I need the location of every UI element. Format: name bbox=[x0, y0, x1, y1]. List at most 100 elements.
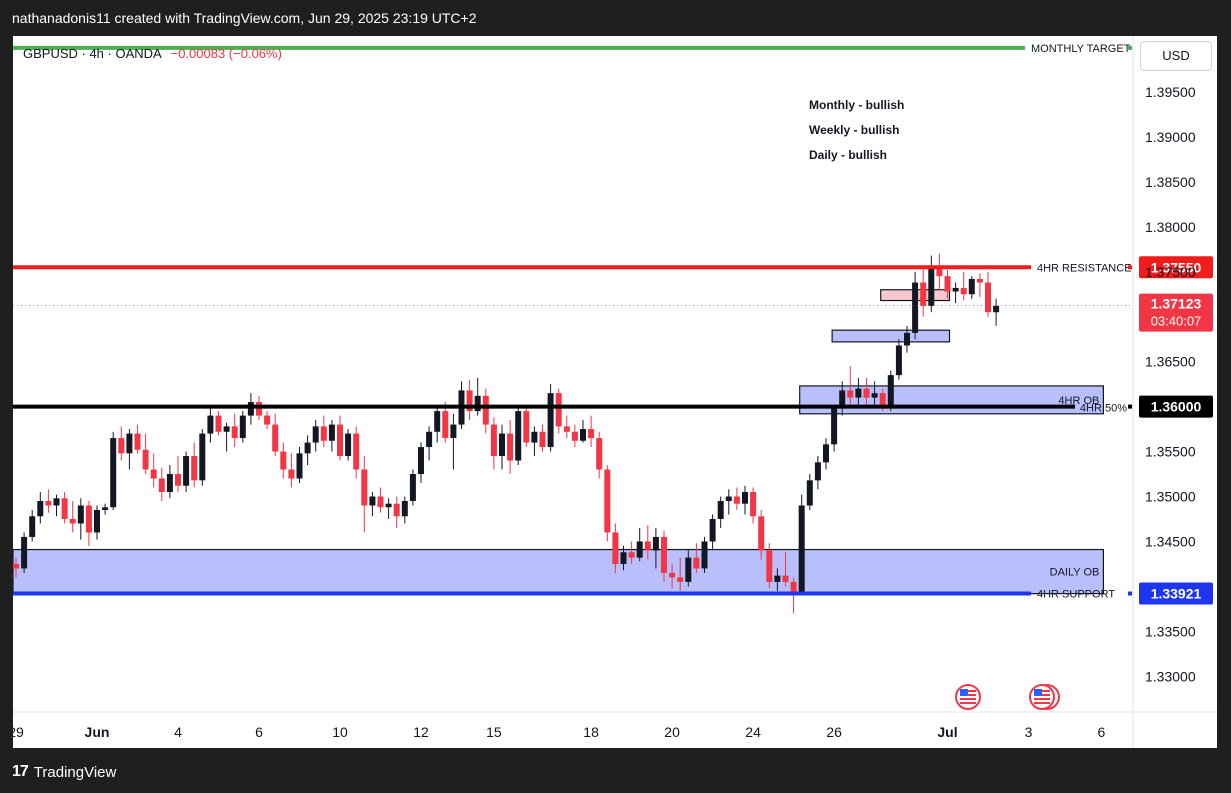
y-tick-label: 1.34500 bbox=[1145, 533, 1196, 549]
candle-body bbox=[628, 552, 635, 558]
candle-body bbox=[345, 433, 352, 457]
x-tick-label: 10 bbox=[332, 724, 348, 740]
candle-body bbox=[669, 572, 676, 578]
candle-body bbox=[774, 575, 781, 582]
candle-body bbox=[831, 408, 838, 445]
candle-body bbox=[288, 469, 295, 479]
candle-body bbox=[272, 424, 279, 452]
candle-body bbox=[701, 541, 708, 569]
candle-body bbox=[353, 433, 360, 470]
x-tick-label: 4 bbox=[174, 724, 182, 740]
candle-body bbox=[717, 500, 724, 519]
chart-panel[interactable]: DAILY OB 4HR OB MONTHLY TARGET 4HR RESISTAN… bbox=[13, 36, 1217, 748]
candle-body bbox=[337, 424, 343, 457]
candle-body bbox=[847, 390, 854, 398]
candle-body bbox=[45, 500, 52, 506]
candle-body bbox=[928, 267, 935, 306]
price-badge bbox=[1139, 582, 1213, 605]
candle-body bbox=[126, 433, 133, 454]
candle-body bbox=[158, 478, 165, 493]
candle-body bbox=[223, 426, 230, 432]
candle-body bbox=[733, 496, 740, 504]
candle-body bbox=[879, 393, 886, 407]
candle-body bbox=[547, 393, 554, 448]
candle-body bbox=[150, 469, 157, 479]
candle-body bbox=[758, 516, 765, 551]
candle-body bbox=[823, 444, 829, 463]
candle-body bbox=[328, 424, 335, 441]
level-label: 4HR SUPPORT bbox=[1037, 589, 1115, 601]
candle-body bbox=[709, 518, 716, 542]
candle-body bbox=[604, 469, 611, 533]
price-badge bbox=[1139, 256, 1213, 279]
candle-body bbox=[490, 424, 497, 457]
candle-body bbox=[77, 505, 84, 524]
candle-body bbox=[264, 415, 271, 425]
candle-body bbox=[304, 442, 311, 454]
candle-body bbox=[588, 429, 595, 439]
price-change: −0.00083 (−0.06%) bbox=[170, 46, 282, 61]
candle-body bbox=[806, 480, 813, 506]
candle-body bbox=[612, 532, 619, 564]
level-label: MONTHLY TARGET bbox=[1031, 43, 1131, 55]
candle-body bbox=[426, 431, 433, 448]
candle-body bbox=[85, 505, 92, 533]
candle-body bbox=[102, 507, 109, 510]
x-tick-label: 24 bbox=[745, 724, 761, 740]
candle-body bbox=[920, 282, 927, 306]
top-bar: nathanadonis11 created with TradingView.… bbox=[0, 0, 1231, 36]
candle-body bbox=[782, 575, 789, 582]
x-tick-label: 29 bbox=[13, 724, 24, 740]
price-badge-text: 1.37550 bbox=[1151, 259, 1202, 275]
candle-body bbox=[531, 431, 538, 443]
candle-body bbox=[539, 431, 546, 448]
y-tick-label: 1.36500 bbox=[1145, 354, 1196, 370]
candle-body bbox=[976, 278, 983, 283]
candle-body bbox=[94, 509, 100, 533]
candle-body bbox=[571, 431, 578, 441]
candle-body bbox=[53, 498, 60, 506]
candle-body bbox=[895, 345, 902, 376]
candle-body bbox=[110, 438, 117, 508]
candle-body bbox=[21, 536, 28, 569]
currency-button[interactable]: USD bbox=[1140, 41, 1212, 71]
candle-body bbox=[839, 390, 846, 409]
y-tick-label: 1.39000 bbox=[1145, 129, 1196, 145]
candle-body bbox=[199, 433, 206, 481]
price-badge bbox=[1139, 395, 1213, 418]
candle-body bbox=[231, 426, 238, 439]
level-marker bbox=[1128, 591, 1132, 596]
candle-body bbox=[247, 402, 254, 416]
candle-body bbox=[685, 557, 692, 582]
candle-body bbox=[814, 462, 821, 481]
note-monthly: Monthly - bullish bbox=[809, 98, 905, 112]
x-tick-label: 12 bbox=[413, 724, 429, 740]
candle-body bbox=[280, 451, 287, 470]
candle-body bbox=[296, 453, 303, 479]
x-tick-label: 26 bbox=[826, 724, 842, 740]
candle-body bbox=[409, 474, 416, 501]
candle-body bbox=[960, 287, 967, 295]
candle-body bbox=[944, 276, 951, 292]
countdown-text: 03:40:07 bbox=[1151, 314, 1202, 329]
symbol-legend: GBPUSD · 4h · OANDA −0.00083 (−0.06%) bbox=[23, 46, 282, 61]
candle-body bbox=[855, 388, 862, 398]
candle-body bbox=[183, 456, 190, 486]
x-tick-label: 15 bbox=[486, 724, 502, 740]
candle-body bbox=[985, 282, 991, 313]
candle-body bbox=[725, 496, 732, 501]
candle-body bbox=[677, 577, 684, 582]
candle-body bbox=[175, 474, 181, 486]
candlestick-chart[interactable]: DAILY OB 4HR OB MONTHLY TARGET 4HR RESISTAN… bbox=[13, 36, 1217, 748]
price-badge-text: 1.36000 bbox=[1151, 399, 1202, 415]
candle-body bbox=[507, 433, 514, 461]
candle-body bbox=[256, 402, 262, 416]
footer-brand[interactable]: 17 TradingView bbox=[12, 763, 116, 781]
x-tick-label: 20 bbox=[664, 724, 680, 740]
candle-body bbox=[385, 503, 392, 508]
candle-body bbox=[442, 411, 449, 439]
zone-box-2 bbox=[831, 329, 951, 343]
x-tick-label: 18 bbox=[583, 724, 599, 740]
candle-body bbox=[871, 393, 878, 398]
bias-notes: Monthly - bullish Weekly - bullish Daily… bbox=[809, 98, 904, 173]
